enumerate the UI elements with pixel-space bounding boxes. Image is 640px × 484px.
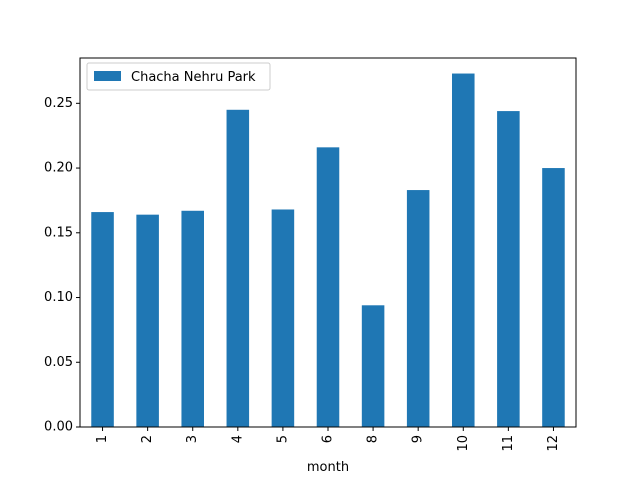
x-tick-label: 12	[546, 435, 561, 452]
bar-month-3	[181, 210, 204, 427]
bar-month-8	[361, 305, 385, 427]
bar-month-4	[226, 109, 250, 427]
x-tick-label: 11	[501, 435, 516, 452]
bar-month-12	[542, 168, 565, 428]
bar-month-11	[497, 111, 520, 427]
x-tick-label: 6	[321, 435, 336, 443]
x-tick-label: 1	[95, 435, 110, 443]
x-tick-label: 9	[411, 435, 426, 443]
bar-month-5	[271, 209, 295, 427]
bar-month-10	[452, 73, 475, 428]
legend-label: Chacha Nehru Park	[131, 70, 256, 85]
legend-swatch	[94, 71, 121, 81]
legend: Chacha Nehru Park	[86, 62, 271, 91]
y-tick-label: 0.10	[44, 290, 73, 305]
axes-frame	[79, 57, 577, 428]
x-tick-label: 2	[140, 435, 155, 443]
x-tick-label: 3	[185, 435, 200, 443]
y-tick-label: 0.00	[44, 420, 73, 435]
x-tick-label: 4	[230, 435, 245, 443]
bars-layer	[91, 73, 565, 428]
y-tick-label: 0.25	[44, 96, 73, 111]
x-tick-label: 10	[456, 435, 471, 452]
x-axis-title: month	[307, 460, 349, 475]
y-tick-label: 0.15	[44, 225, 73, 240]
bar-month-9	[406, 190, 430, 427]
x-tick-label: 8	[366, 435, 381, 443]
bar-month-1	[91, 212, 114, 427]
legend-box	[86, 62, 271, 91]
x-axis: 1 2 3 4 5 6 8 9 10 11 12	[95, 427, 561, 452]
bar-month-2	[136, 214, 159, 427]
y-axis: 0.00 0.05 0.10 0.15 0.20 0.25	[44, 96, 80, 435]
bar-month-6	[316, 147, 340, 427]
y-tick-label: 0.20	[44, 161, 73, 176]
y-tick-label: 0.05	[44, 355, 73, 370]
x-tick-label: 5	[275, 435, 290, 443]
